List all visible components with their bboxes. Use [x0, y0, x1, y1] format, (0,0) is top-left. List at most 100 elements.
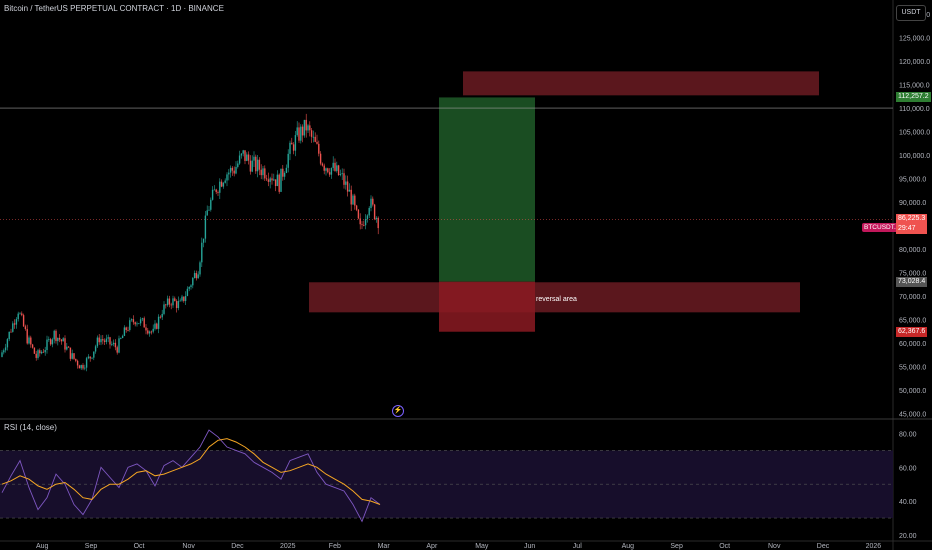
candle-body — [364, 219, 367, 226]
candle-body — [136, 323, 138, 325]
candle-body — [98, 337, 100, 343]
candle-body — [37, 350, 39, 358]
candle-body — [368, 207, 370, 216]
candle-body — [120, 338, 122, 339]
chart-title: Bitcoin / TetherUS PERPETUAL CONTRACT · … — [4, 4, 224, 13]
rsi-title: RSI (14, close) — [4, 423, 57, 432]
x-tick-label: Jun — [524, 543, 535, 550]
x-tick-label: Dec — [817, 543, 830, 550]
candle-body — [152, 328, 154, 332]
candle-body — [233, 170, 235, 174]
candle-body — [231, 167, 234, 171]
candle-body — [354, 195, 356, 206]
candle-body — [19, 313, 21, 315]
candle-body — [118, 338, 120, 353]
candle-body — [139, 319, 142, 324]
candle-body — [190, 285, 192, 287]
candle-body — [40, 351, 43, 354]
rsi-ma-line — [1, 438, 381, 505]
candle-body — [291, 142, 293, 145]
candle-body — [188, 286, 190, 289]
candle-body — [121, 335, 124, 339]
flash-icon[interactable]: ⚡ — [392, 405, 404, 417]
candle-body — [307, 125, 309, 131]
y-tick-label: 55,000.0 — [899, 364, 926, 371]
rsi-y-tick-label: 60.00 — [899, 465, 917, 472]
candle-body — [170, 304, 172, 306]
candle-body — [373, 204, 376, 219]
candle-body — [282, 168, 284, 177]
candle-body — [111, 344, 113, 345]
x-tick-label: Oct — [134, 543, 145, 550]
candle-body — [316, 141, 318, 144]
candle-body — [154, 323, 156, 329]
candle-body — [237, 163, 239, 167]
candle-body — [163, 304, 165, 314]
candle-body — [265, 178, 268, 180]
y-tick-label: 95,000.0 — [899, 176, 926, 183]
candle-body — [201, 242, 203, 263]
candle-body — [58, 337, 61, 340]
candle-body — [103, 340, 106, 342]
y-tick-label: 120,000.0 — [899, 59, 930, 66]
candle-body — [274, 179, 277, 187]
candle-body — [8, 331, 10, 340]
candle-body — [220, 181, 223, 187]
candle-body — [247, 154, 250, 161]
candle-body — [359, 218, 361, 225]
rsi-y-tick-label: 80.00 — [899, 432, 917, 439]
candle-body — [100, 339, 102, 343]
candle-body — [314, 136, 316, 142]
candle-body — [262, 168, 264, 176]
candle-body — [309, 125, 311, 131]
candle-body — [141, 318, 144, 320]
candle-body — [334, 162, 336, 171]
candle-body — [283, 172, 286, 177]
candle-body — [168, 298, 171, 305]
candle-body — [130, 319, 133, 321]
y-tick-label: 60,000.0 — [899, 341, 926, 348]
candle-body — [213, 189, 216, 191]
candle-body — [183, 296, 185, 302]
candle-body — [256, 159, 259, 172]
candle-body — [6, 339, 9, 348]
candle-body — [294, 135, 297, 151]
candle-body — [343, 173, 345, 185]
candle-body — [31, 344, 34, 348]
candle-body — [148, 331, 151, 334]
candle-body — [107, 337, 109, 339]
candle-body — [69, 347, 72, 359]
candle-body — [174, 298, 176, 302]
candle-body — [87, 356, 90, 359]
candle-body — [206, 210, 208, 216]
candle-body — [222, 182, 225, 187]
candle-body — [138, 323, 140, 325]
target-price-tag: 112,257.2 — [896, 92, 931, 103]
candle-body — [76, 360, 79, 366]
candle-body — [24, 326, 27, 330]
candle-body — [64, 338, 66, 350]
reversal-area-label: reversal area — [536, 296, 577, 303]
long-stop-zone — [439, 281, 535, 332]
candle-body — [355, 205, 358, 210]
candle-body — [134, 322, 136, 325]
candle-body — [172, 298, 174, 306]
candle-body — [33, 347, 36, 354]
candle-body — [127, 329, 129, 331]
x-tick-label: Sep — [85, 543, 98, 550]
candle-body — [211, 189, 214, 200]
candle-body — [67, 346, 70, 348]
candle-body — [15, 319, 18, 325]
stop-price-tag: 62,367.6 — [896, 326, 928, 337]
candle-body — [132, 319, 135, 323]
candle-body — [372, 198, 374, 205]
candle-body — [350, 189, 352, 205]
candle-body — [199, 262, 201, 275]
candle-body — [129, 320, 131, 331]
y-tick-label: 125,000.0 — [899, 36, 930, 43]
candle-body — [249, 160, 252, 172]
currency-button[interactable]: USDT — [896, 5, 926, 21]
candle-body — [28, 337, 30, 344]
candle-body — [255, 156, 257, 172]
